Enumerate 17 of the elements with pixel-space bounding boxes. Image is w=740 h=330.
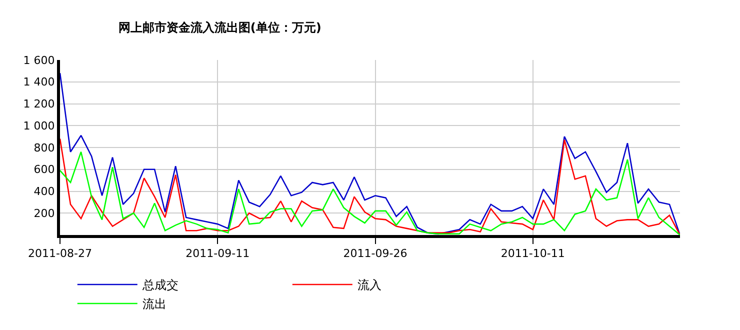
y-tick-label: 1 200 bbox=[23, 98, 55, 111]
legend-label: 流出 bbox=[142, 297, 166, 312]
x-tick-label: 2011-09-11 bbox=[186, 247, 250, 260]
y-tick-label: 600 bbox=[34, 163, 55, 176]
chart-title: 网上邮市资金流入流出图(单位：万元) bbox=[118, 20, 322, 34]
y-tick-label: 1 600 bbox=[23, 54, 55, 67]
line-series bbox=[60, 72, 680, 235]
y-tick-label: 800 bbox=[34, 141, 55, 154]
y-tick-label: 200 bbox=[34, 206, 55, 220]
x-tick-label: 2011-08-27 bbox=[28, 247, 92, 260]
y-tick-label: 1 400 bbox=[23, 76, 55, 89]
y-tick-label: 1 000 bbox=[23, 119, 55, 132]
x-tick-label: 2011-10-11 bbox=[500, 247, 565, 260]
legend-label: 总成交 bbox=[141, 278, 178, 292]
legend-label: 流入 bbox=[357, 278, 382, 292]
y-tick-label: 400 bbox=[34, 185, 55, 198]
x-tick-label: 2011-09-26 bbox=[343, 247, 408, 260]
